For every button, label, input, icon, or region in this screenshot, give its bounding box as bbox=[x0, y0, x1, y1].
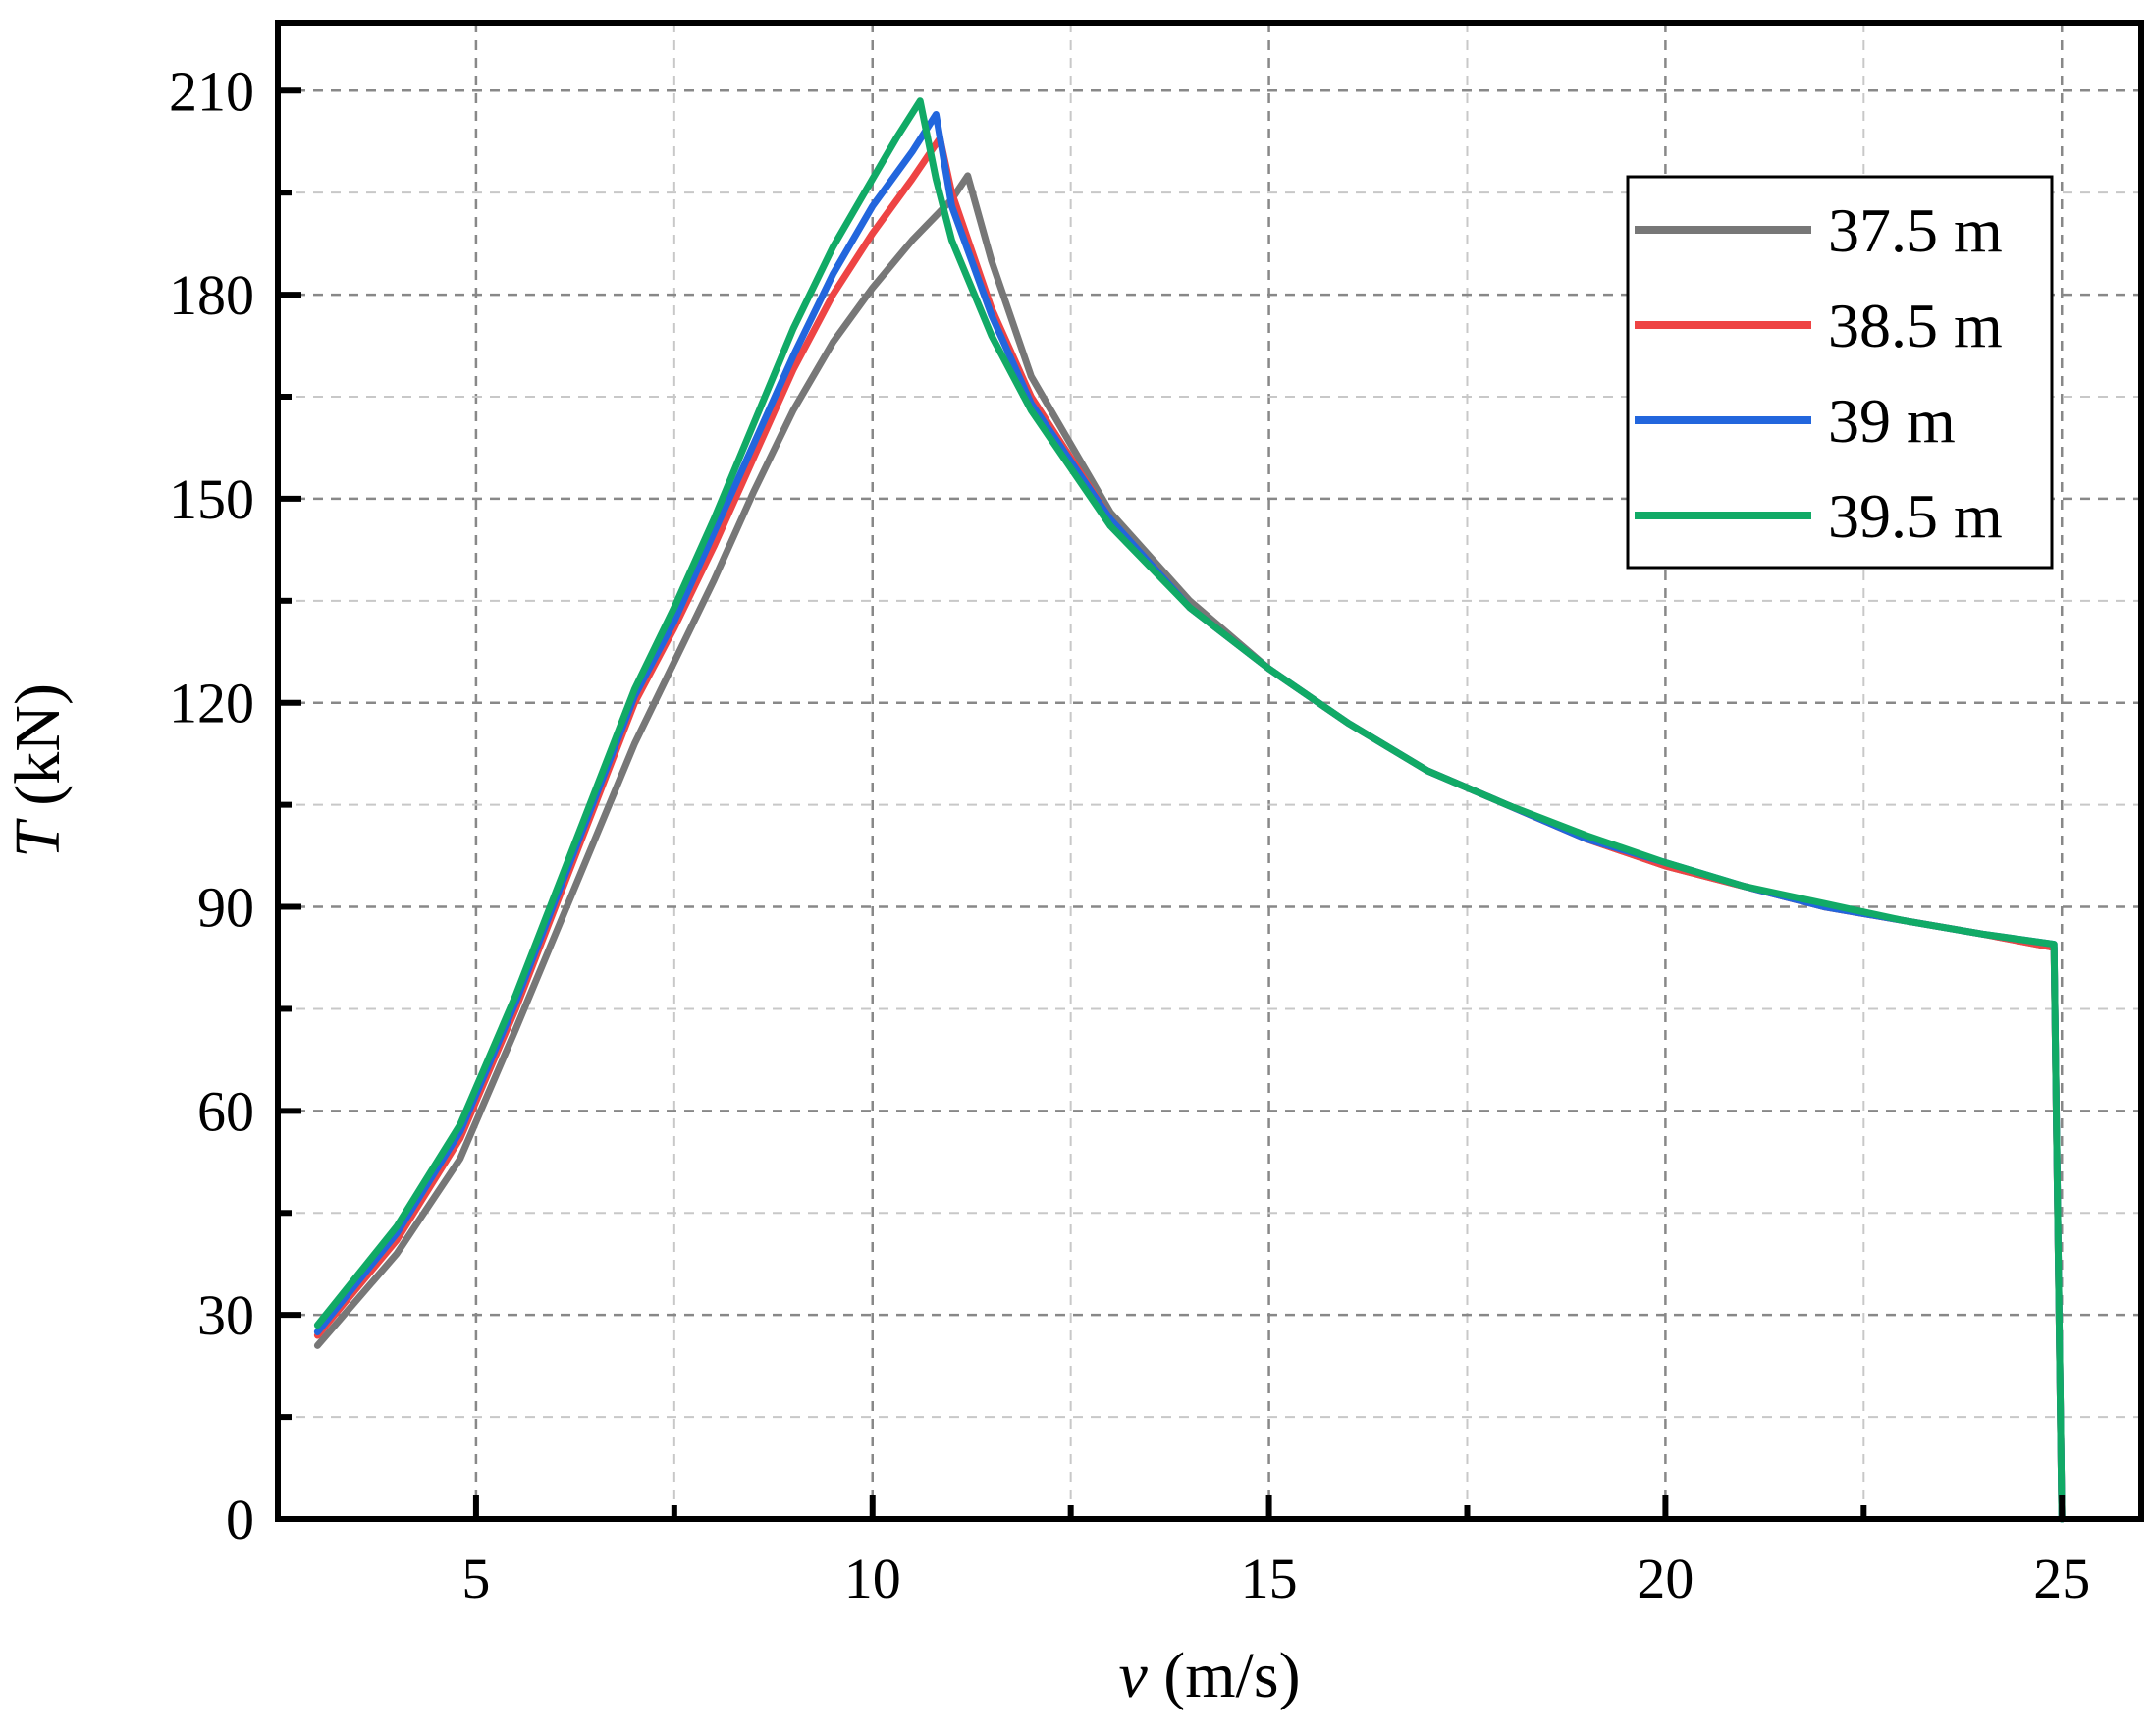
y-tick-label: 150 bbox=[169, 467, 254, 531]
y-axis-unit: (kN) bbox=[2, 683, 74, 822]
legend-label-3: 39.5 m bbox=[1828, 481, 2003, 551]
legend-label-2: 39 m bbox=[1828, 386, 1956, 456]
series-layer bbox=[313, 97, 2066, 1523]
y-tick-label: 0 bbox=[226, 1488, 254, 1551]
ticks bbox=[278, 87, 2066, 1522]
legend-label-0: 37.5 m bbox=[1828, 195, 2003, 265]
legend-label-1: 38.5 m bbox=[1828, 291, 2003, 360]
x-axis-unit: (m/s) bbox=[1148, 1640, 1301, 1711]
legend: 37.5 m 38.5 m 39 m 39.5 m bbox=[1626, 175, 2054, 570]
y-tick-label: 30 bbox=[197, 1283, 254, 1347]
y-tick-label: 210 bbox=[169, 59, 254, 123]
tick-labels: 5 10 15 20 25 0 30 60 90 120 150 180 210 bbox=[169, 59, 2090, 1610]
y-tick-label: 90 bbox=[197, 876, 254, 940]
series-line-3 bbox=[313, 97, 2066, 1523]
y-tick-label: 120 bbox=[169, 672, 254, 735]
y-axis-title: T (kN) bbox=[2, 683, 74, 858]
plot-frame bbox=[275, 20, 2144, 1522]
y-tick-label: 60 bbox=[197, 1079, 254, 1143]
x-tick-label: 25 bbox=[2033, 1546, 2090, 1610]
x-tick-label: 5 bbox=[461, 1546, 490, 1610]
legend-box bbox=[1626, 175, 2054, 570]
x-axis-title: v (m/s) bbox=[1118, 1640, 1300, 1711]
x-tick-label: 20 bbox=[1637, 1546, 1694, 1610]
y-tick-label: 180 bbox=[169, 263, 254, 327]
x-tick-label: 15 bbox=[1241, 1546, 1298, 1610]
y-axis-variable: T bbox=[2, 818, 74, 858]
x-tick-label: 10 bbox=[844, 1546, 901, 1610]
x-axis-variable: v bbox=[1118, 1640, 1148, 1711]
